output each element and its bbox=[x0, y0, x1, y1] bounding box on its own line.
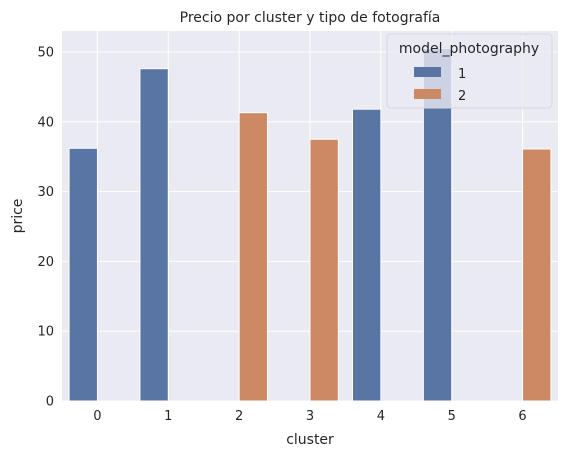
x-axis-label: cluster bbox=[286, 432, 334, 448]
tick-labels: 0 10 20 30 40 50 0 1 2 3 4 5 6 bbox=[37, 45, 526, 424]
bar-series-1-cluster-4 bbox=[352, 108, 382, 402]
x-tick-label: 0 bbox=[93, 409, 101, 424]
legend-label-series-1: 1 bbox=[458, 67, 466, 82]
legend-title: model_photography bbox=[399, 41, 539, 57]
y-axis-label: price bbox=[10, 199, 26, 234]
legend-swatch-series-1 bbox=[414, 67, 441, 77]
x-tick-label: 3 bbox=[306, 409, 314, 424]
bar-series-1-cluster-0 bbox=[68, 147, 98, 402]
y-tick-label: 30 bbox=[37, 185, 54, 200]
y-tick-label: 40 bbox=[37, 115, 54, 130]
x-tick-label: 5 bbox=[448, 409, 456, 424]
y-tick-label: 50 bbox=[37, 45, 54, 60]
x-tick-label: 1 bbox=[164, 409, 172, 424]
bar-series-2-cluster-3 bbox=[309, 138, 339, 402]
legend-swatch-series-2 bbox=[414, 89, 441, 99]
bar-series-2-cluster-2 bbox=[238, 112, 268, 402]
bar-series-2-cluster-6 bbox=[522, 148, 552, 402]
legend: model_photography 1 2 bbox=[386, 33, 553, 109]
y-tick-label: 0 bbox=[46, 395, 54, 410]
x-tick-label: 6 bbox=[518, 409, 526, 424]
x-tick-label: 4 bbox=[377, 409, 385, 424]
bar-series-1-cluster-1 bbox=[139, 68, 169, 402]
legend-label-series-2: 2 bbox=[458, 89, 466, 104]
y-tick-label: 10 bbox=[37, 325, 54, 340]
chart-title: Precio por cluster y tipo de fotografía bbox=[180, 10, 441, 26]
y-tick-label: 20 bbox=[37, 255, 54, 270]
x-tick-label: 2 bbox=[235, 409, 243, 424]
